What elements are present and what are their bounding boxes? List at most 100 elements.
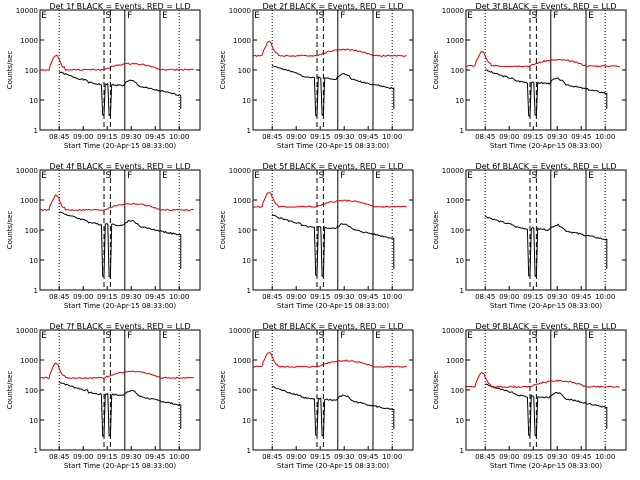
y-axis-label: Counts/sec [219,211,227,250]
y-tick-label: 100 [25,227,38,235]
events-series-line [58,211,182,278]
x-tick-label: 10:00 [382,133,402,141]
S-label: S [319,171,325,181]
y-tick-label: 10 [455,257,464,265]
panel-title: Det 1f BLACK = Events, RED = LLD [49,2,190,11]
y-tick-label: 1 [460,447,464,455]
x-tick-label: 08:45 [49,133,69,141]
x-tick-label: 10:00 [595,453,615,461]
y-tick-label: 1 [34,287,38,295]
F-label: F [127,331,132,341]
x-tick-label: 09:00 [499,293,519,301]
F-label: F [340,171,345,181]
x-tick-label: 09:30 [547,133,567,141]
F-label: F [553,331,558,341]
E-label: E [162,171,168,181]
F-label: F [340,11,345,21]
events-series-line [271,213,395,277]
x-tick-label: 09:45 [571,293,591,301]
x-tick-label: 09:45 [358,453,378,461]
panel-title: Det 2f BLACK = Events, RED = LLD [262,2,403,11]
lld-series-line [465,50,620,68]
x-tick-label: 09:15 [310,133,330,141]
x-tick-label: 10:00 [382,453,402,461]
y-tick-label: 10 [29,417,38,425]
lld-series-line [465,371,620,389]
x-tick-label: 08:45 [475,453,495,461]
F-label: F [127,11,132,21]
panel-7: Det 7f BLACK = Events, RED = LLD 1 10 100 10… [6,322,201,470]
y-tick-label: 10000 [442,7,464,15]
x-tick-label: 10:00 [382,293,402,301]
x-axis-label: Start Time (20-Apr-15 08:33:00) [490,302,602,310]
x-tick-label: 09:30 [334,453,354,461]
y-tick-label: 1000 [446,197,464,205]
y-tick-label: 1000 [20,357,38,365]
events-series-line [58,71,182,117]
x-tick-label: 09:30 [121,293,141,301]
lld-series-line [39,362,194,380]
y-axis-label: Counts/sec [6,371,14,410]
y-tick-label: 1000 [233,357,251,365]
x-tick-label: 08:45 [262,293,282,301]
y-tick-label: 100 [25,67,38,75]
y-axis-label: Counts/sec [432,51,440,90]
y-tick-label: 1000 [20,197,38,205]
y-tick-label: 10 [29,257,38,265]
x-tick-label: 09:30 [334,133,354,141]
E-label: E [41,331,47,341]
events-series-line [58,381,182,437]
x-tick-label: 09:45 [571,453,591,461]
S-label: S [106,11,112,21]
E-label: E [588,331,594,341]
panel-title: Det 4f BLACK = Events, RED = LLD [49,162,190,171]
lld-series-line [252,40,407,58]
x-axis-label: Start Time (20-Apr-15 08:33:00) [490,462,602,470]
y-tick-label: 100 [238,67,251,75]
y-tick-label: 10 [455,97,464,105]
E-label: E [588,171,594,181]
y-tick-label: 100 [238,227,251,235]
x-axis-label: Start Time (20-Apr-15 08:33:00) [64,302,176,310]
x-tick-label: 09:30 [547,453,567,461]
x-tick-label: 10:00 [595,293,615,301]
y-tick-label: 10000 [442,327,464,335]
panel-title: Det 5f BLACK = Events, RED = LLD [262,162,403,171]
x-tick-label: 09:45 [571,133,591,141]
panel-5: Det 5f BLACK = Events, RED = LLD 1 10 100 10… [219,162,414,310]
x-tick-label: 09:15 [523,293,543,301]
lld-series-line [252,352,407,368]
panel-3: Det 3f BLACK = Events, RED = LLD 1 10 100 10… [432,2,627,150]
S-label: S [532,171,538,181]
E-label: E [375,171,381,181]
x-tick-label: 09:15 [310,453,330,461]
S-label: S [532,11,538,21]
x-tick-label: 09:00 [499,453,519,461]
x-axis-label: Start Time (20-Apr-15 08:33:00) [277,302,389,310]
y-tick-label: 10 [455,417,464,425]
y-tick-label: 10000 [16,7,38,15]
S-label: S [106,171,112,181]
y-axis-label: Counts/sec [6,211,14,250]
x-tick-label: 09:00 [499,133,519,141]
x-tick-label: 08:45 [475,133,495,141]
y-axis-label: Counts/sec [219,371,227,410]
x-tick-label: 09:30 [121,453,141,461]
y-tick-label: 100 [25,387,38,395]
y-tick-label: 10 [242,417,251,425]
y-tick-label: 10 [242,257,251,265]
events-series-line [485,383,608,438]
y-tick-label: 1 [460,287,464,295]
x-tick-label: 09:15 [97,293,117,301]
x-tick-label: 09:15 [523,453,543,461]
x-tick-label: 09:15 [310,293,330,301]
E-label: E [375,11,381,21]
x-tick-label: 09:30 [121,133,141,141]
plot-frame [465,9,627,131]
x-tick-label: 09:45 [358,133,378,141]
x-tick-label: 10:00 [169,133,189,141]
lld-series-line [252,192,407,208]
panel-title: Det 8f BLACK = Events, RED = LLD [262,322,403,331]
y-tick-label: 10 [29,97,38,105]
